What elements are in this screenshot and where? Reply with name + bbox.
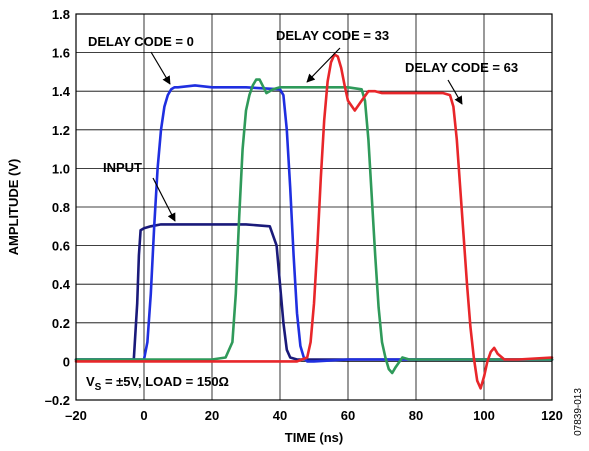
annotation-arrow: [447, 79, 463, 105]
grid: [75, 13, 553, 401]
x-tick-labels: –20 0 20 40 60 80 100 120: [65, 408, 563, 423]
figure-code: 07839-013: [573, 388, 584, 436]
note-prefix: V: [86, 374, 95, 389]
annotation-arrow: [306, 47, 341, 83]
x-axis-label: TIME (ns): [285, 430, 344, 445]
y-tick-label: 1.2: [52, 123, 70, 138]
note-rest: = ±5V, LOAD = 150Ω: [101, 374, 229, 389]
y-tick-label: 0.8: [52, 200, 70, 215]
x-tick-label: –20: [65, 408, 87, 423]
x-tick-label: 0: [140, 408, 147, 423]
y-tick-label: 0: [63, 354, 70, 369]
y-tick-label: 0.4: [52, 277, 71, 292]
y-tick-label: –0.2: [45, 393, 70, 408]
x-tick-label: 100: [473, 408, 495, 423]
series-line-2: [74, 78, 554, 375]
y-tick-label: 1.8: [52, 7, 70, 22]
y-tick-label: 0.2: [52, 316, 70, 331]
x-tick-label: 40: [273, 408, 287, 423]
y-tick-labels: –0.2 0 0.2 0.4 0.6 0.8 1.0 1.2 1.4 1.6 1.8: [45, 7, 71, 408]
annotation-arrow: [152, 177, 176, 222]
x-tick-label: 80: [409, 408, 423, 423]
note-subscript: S: [95, 382, 102, 393]
plot-frame: [75, 13, 553, 401]
annotation-arrow: [150, 51, 171, 85]
y-axis-label: AMPLITUDE (V): [6, 159, 21, 256]
series-line-3: [74, 53, 554, 390]
x-tick-label: 60: [341, 408, 355, 423]
annotation-label: DELAY CODE = 0: [88, 34, 194, 49]
x-tick-label: 20: [205, 408, 219, 423]
annotations: DELAY CODE = 0 DELAY CODE = 33 DELAY CODE …: [88, 28, 518, 222]
annotation-label: INPUT: [103, 160, 142, 175]
y-tick-label: 1.6: [52, 46, 70, 61]
y-tick-label: 1.0: [52, 161, 70, 176]
annotation-label: DELAY CODE = 63: [405, 60, 518, 75]
y-tick-label: 0.6: [52, 239, 70, 254]
x-tick-label: 120: [541, 408, 563, 423]
series-group: [74, 53, 554, 390]
series-line-1: [74, 84, 554, 363]
conditions-note: VS = ±5V, LOAD = 150Ω: [86, 374, 229, 393]
annotation-label: DELAY CODE = 33: [276, 28, 389, 43]
y-tick-label: 1.4: [52, 84, 71, 99]
